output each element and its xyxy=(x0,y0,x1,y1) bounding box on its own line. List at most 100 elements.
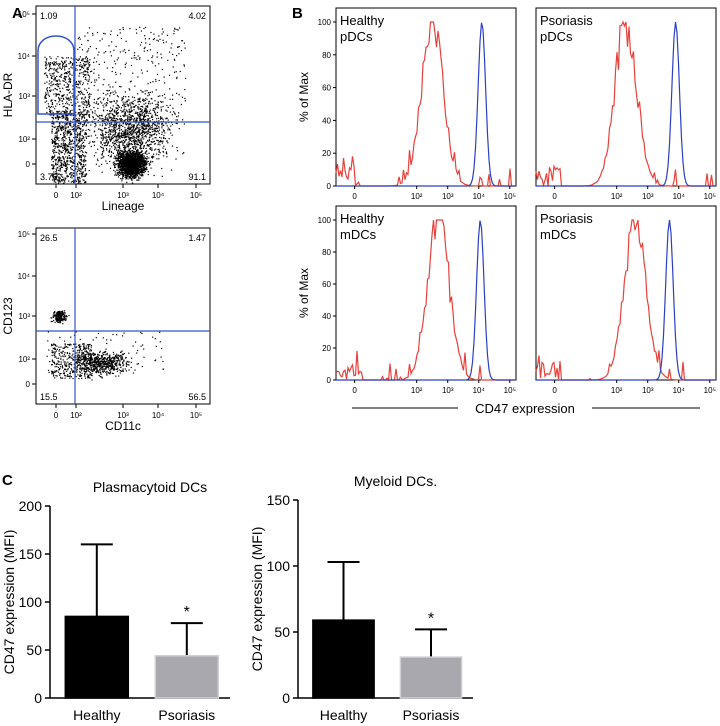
event-dot xyxy=(109,116,111,118)
event-dot xyxy=(72,85,74,87)
event-dot xyxy=(121,174,124,176)
event-dot xyxy=(129,127,131,130)
event-dot xyxy=(111,146,113,148)
event-dot xyxy=(67,160,69,162)
event-dot xyxy=(62,64,64,66)
event-dot xyxy=(60,311,62,313)
event-dot xyxy=(133,96,135,99)
event-dot xyxy=(138,151,140,153)
event-dot xyxy=(163,124,165,126)
event-dot xyxy=(71,140,73,142)
event-dot xyxy=(132,159,134,161)
event-dot xyxy=(56,131,58,133)
event-dot xyxy=(166,125,168,127)
event-dot xyxy=(130,119,132,121)
event-dot xyxy=(139,133,141,135)
event-dot xyxy=(64,163,66,166)
event-dot xyxy=(67,119,69,122)
event-dot xyxy=(99,368,101,371)
event-dot xyxy=(117,112,119,114)
event-dot xyxy=(153,156,155,158)
event-dot xyxy=(65,178,67,180)
event-dot xyxy=(136,163,138,165)
event-dot xyxy=(69,146,71,148)
event-dot xyxy=(66,117,68,119)
event-dot xyxy=(102,136,104,138)
event-dot xyxy=(140,89,142,91)
event-dot xyxy=(92,141,94,143)
event-dot xyxy=(131,169,133,171)
event-dot xyxy=(125,175,127,177)
event-dot xyxy=(137,139,140,142)
event-dot xyxy=(48,83,50,85)
event-dot xyxy=(80,127,82,130)
event-dot xyxy=(107,119,109,121)
event-dot xyxy=(184,100,186,102)
event-dot xyxy=(66,176,68,178)
event-dot xyxy=(160,110,162,112)
event-dot xyxy=(63,158,65,160)
event-dot xyxy=(50,57,52,60)
event-dot xyxy=(49,106,51,109)
event-dot xyxy=(173,111,175,113)
event-dot xyxy=(113,115,115,117)
event-dot xyxy=(85,63,87,65)
event-dot xyxy=(44,56,46,58)
event-dot xyxy=(70,123,72,125)
event-dot xyxy=(158,142,160,144)
event-dot xyxy=(144,120,146,122)
event-dot xyxy=(124,113,126,115)
event-dot xyxy=(65,112,67,114)
event-dot xyxy=(113,144,115,146)
event-dot xyxy=(64,316,66,318)
event-dot xyxy=(79,115,81,117)
event-dot xyxy=(62,319,64,321)
event-dot xyxy=(129,118,131,120)
event-dot xyxy=(67,145,69,147)
event-dot xyxy=(115,122,117,124)
event-dot xyxy=(76,128,78,130)
event-dot xyxy=(180,103,182,106)
event-dot xyxy=(124,148,126,150)
event-dot xyxy=(58,130,60,132)
event-dot xyxy=(139,115,141,117)
event-dot xyxy=(133,105,135,108)
event-dot xyxy=(112,86,114,88)
event-dot xyxy=(58,65,60,67)
event-dot xyxy=(67,131,69,133)
event-dot xyxy=(87,72,89,74)
event-dot xyxy=(54,62,56,64)
event-dot xyxy=(95,79,98,81)
event-dot xyxy=(130,175,132,177)
event-dot xyxy=(124,172,126,174)
event-dot xyxy=(51,157,53,159)
event-dot xyxy=(151,141,153,143)
event-dot xyxy=(144,160,146,162)
event-dot xyxy=(156,73,159,75)
event-dot xyxy=(129,157,131,159)
event-dot xyxy=(100,373,102,375)
event-dot xyxy=(92,112,94,114)
event-dot xyxy=(131,126,133,128)
event-dot xyxy=(66,86,68,88)
event-dot xyxy=(179,70,181,73)
event-dot xyxy=(134,162,136,164)
event-dot xyxy=(57,180,59,182)
event-dot xyxy=(134,144,136,146)
event-dot xyxy=(149,148,151,151)
event-dot xyxy=(67,75,70,77)
event-dot xyxy=(133,156,135,159)
event-dot xyxy=(69,139,71,141)
event-dot xyxy=(118,146,120,149)
event-dot xyxy=(119,29,121,31)
event-dot xyxy=(68,104,70,106)
event-dot xyxy=(138,140,140,143)
event-dot xyxy=(72,95,74,97)
event-dot xyxy=(91,111,93,113)
event-dot xyxy=(73,125,75,127)
event-dot xyxy=(127,166,129,168)
x-tick-label: 10⁵ xyxy=(190,191,202,200)
event-dot xyxy=(115,112,117,114)
event-dot xyxy=(143,159,145,161)
event-dot xyxy=(123,142,125,144)
